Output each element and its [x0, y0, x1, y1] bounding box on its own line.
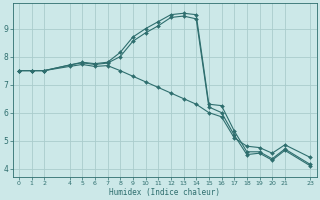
X-axis label: Humidex (Indice chaleur): Humidex (Indice chaleur) [109, 188, 220, 197]
